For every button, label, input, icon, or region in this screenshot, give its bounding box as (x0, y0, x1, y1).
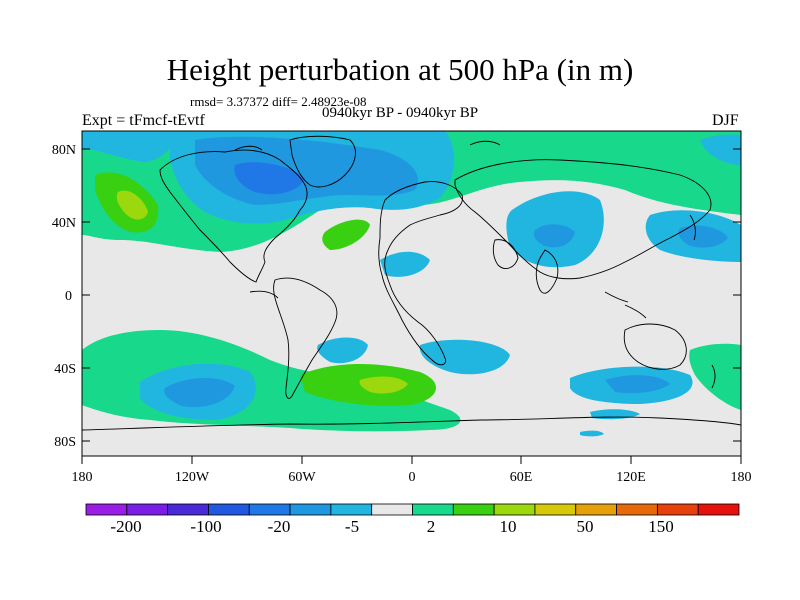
colorbar-swatch (85, 503, 128, 516)
colorbar-swatch (289, 503, 332, 516)
colorbar-label: -5 (345, 517, 359, 536)
contour-south-atlantic-yellow (359, 376, 408, 394)
colorbar-swatch (493, 503, 536, 516)
lat-label-40s: 40S (54, 362, 76, 377)
contour-atlantic-green (322, 219, 370, 250)
colorbar-label: 10 (500, 517, 517, 536)
colorbar-swatch (167, 503, 209, 516)
contour-north-africa-cyan (380, 251, 430, 277)
contour-pacific-cyan (82, 131, 180, 162)
contour-north-america-core (234, 162, 305, 195)
lon-label-60e: 60E (510, 470, 533, 485)
contour-asia-midblue (534, 224, 575, 248)
contour-south-midblue-3 (605, 375, 670, 394)
contour-south-cyan-4 (590, 409, 640, 420)
contour-north-pacific-yellow (116, 190, 148, 220)
lon-label-60w: 60W (288, 470, 316, 485)
colorbar-label: -200 (110, 517, 141, 536)
colorbar-swatch (371, 503, 413, 516)
contour-field (82, 131, 741, 437)
colorbar-swatch (575, 503, 617, 516)
colorbar-label: 50 (577, 517, 594, 536)
season-label: DJF (712, 112, 739, 129)
colorbar-label: -100 (190, 517, 221, 536)
coastlines (82, 135, 741, 431)
contour-south-pacific-midblue (164, 377, 235, 408)
contour-south-pacific-green-small (92, 342, 112, 355)
colorbar-swatch (248, 503, 291, 516)
contour-northeast-cyan (700, 134, 741, 165)
colorbar-swatch (697, 503, 740, 516)
contour-eastasia-midblue (678, 225, 728, 248)
colorbar-labels: -200 -100 -20 -5 2 10 50 150 (110, 517, 673, 536)
lon-label-180-west: 180 (72, 470, 93, 485)
lat-label-0: 0 (65, 289, 72, 304)
lat-ticks (82, 148, 741, 442)
contour-south-cyan-2 (419, 339, 510, 375)
lon-label-0: 0 (409, 470, 416, 485)
contour-south-cyan-1 (317, 337, 368, 364)
lat-label-80n: 80N (52, 143, 76, 158)
page-title: Height perturbation at 500 hPa (in m) (166, 52, 634, 87)
lon-label-120e: 120E (616, 470, 646, 485)
colorbar-swatch (452, 503, 495, 516)
colorbar-label: 150 (648, 517, 674, 536)
colorbar-swatch (208, 503, 250, 516)
lon-ticks (81, 456, 742, 464)
colorbar-swatch (126, 503, 169, 516)
colorbar-swatch (656, 503, 699, 516)
colorbar-swatch (616, 503, 658, 516)
colorbar (85, 503, 740, 516)
colorbar-label: 2 (427, 517, 436, 536)
experiment-label: Expt = tFmcf-tEvtf (82, 112, 205, 129)
lat-label-80s: 80S (54, 435, 76, 450)
lat-label-40n: 40N (52, 216, 76, 231)
colorbar-label: -20 (268, 517, 291, 536)
stats-line: rmsd= 3.37372 diff= 2.48923e-08 (190, 94, 367, 109)
period-label: 0940kyr BP - 0940kyr BP (322, 105, 479, 121)
contour-south-cyan-5 (580, 430, 604, 437)
colorbar-swatch (534, 503, 577, 516)
colorbar-swatch (412, 503, 454, 516)
lon-label-120w: 120W (175, 470, 210, 485)
colorbar-swatch (330, 503, 373, 516)
lon-label-180-east: 180 (731, 470, 752, 485)
